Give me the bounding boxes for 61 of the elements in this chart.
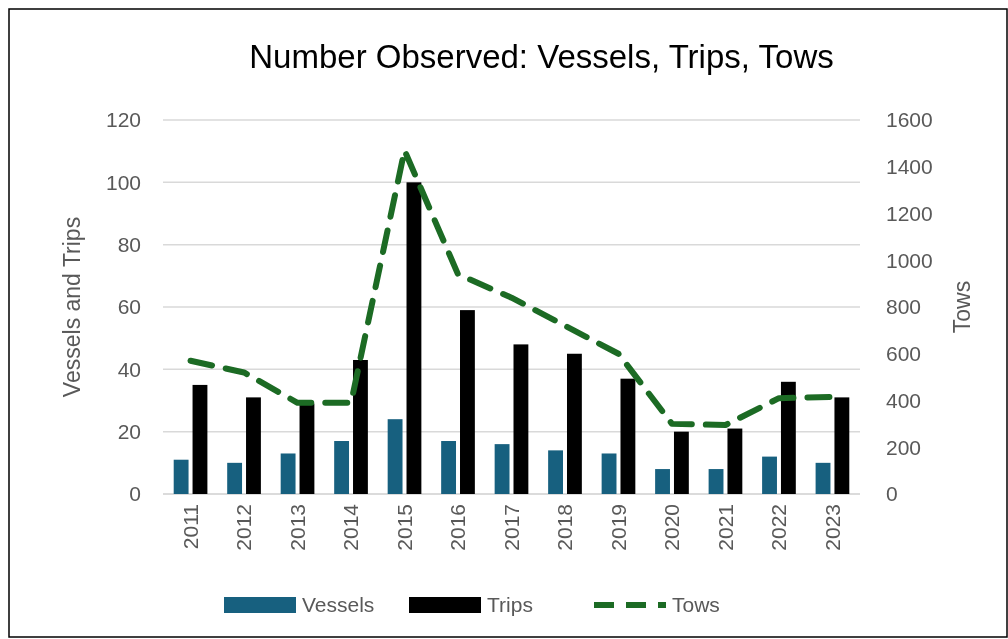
y2-axis-title: Tows <box>949 280 975 334</box>
x-tick-label: 2012 <box>232 504 256 551</box>
bar <box>673 431 689 494</box>
y-tick-label: 120 <box>105 108 141 132</box>
y2-tick-label: 200 <box>886 435 922 459</box>
x-tick-label: 2011 <box>178 504 202 550</box>
bar <box>620 378 636 494</box>
bar <box>513 344 529 494</box>
y-axis-title: Vessels and Trips <box>59 216 85 398</box>
y2-tick-label: 1600 <box>886 108 933 132</box>
y2-tick-label: 1400 <box>886 155 933 179</box>
x-tick-label: 2015 <box>392 504 416 551</box>
bar <box>227 462 243 494</box>
x-tick-label: 2018 <box>553 504 577 551</box>
bar <box>762 456 777 494</box>
bar <box>192 384 208 494</box>
y2-tick-label: 0 <box>886 482 898 506</box>
x-tick-label: 2020 <box>660 504 684 551</box>
legend-label: Trips <box>487 593 533 616</box>
bar <box>334 441 350 494</box>
y2-tick-label: 600 <box>886 342 922 366</box>
y2-tick-label: 800 <box>886 295 922 319</box>
bar <box>353 359 368 494</box>
bar <box>299 403 315 494</box>
x-tick-label: 2023 <box>820 504 844 551</box>
bar <box>460 310 475 494</box>
y-tick-label: 100 <box>105 170 141 194</box>
bar <box>727 428 743 494</box>
bar <box>441 441 457 494</box>
bar <box>566 353 582 494</box>
y-tick-label: 20 <box>117 420 141 444</box>
bar <box>780 381 796 494</box>
y2-tick-label: 1000 <box>886 248 933 272</box>
legend-label: Tows <box>672 593 720 616</box>
y-tick-label: 0 <box>129 482 141 506</box>
bar <box>387 419 403 494</box>
y-tick-label: 60 <box>117 295 141 319</box>
bar <box>548 450 563 494</box>
bar <box>834 397 850 494</box>
x-tick-label: 2021 <box>713 504 737 551</box>
x-tick-label: 2013 <box>285 504 309 551</box>
bar <box>173 459 189 494</box>
chart-title: Number Observed: Vessels, Trips, Tows <box>249 38 834 75</box>
legend-label: Vessels <box>302 593 375 616</box>
bar <box>280 453 296 494</box>
x-tick-label: 2019 <box>606 504 630 551</box>
bar <box>494 444 510 494</box>
x-tick-label: 2017 <box>499 504 523 551</box>
bar <box>655 469 670 494</box>
y2-tick-label: 1200 <box>886 201 933 225</box>
x-tick-label: 2016 <box>446 504 470 551</box>
x-tick-label: 2022 <box>767 504 791 551</box>
y-tick-label: 40 <box>117 357 141 381</box>
y-tick-label: 80 <box>117 233 141 257</box>
bar <box>601 453 617 494</box>
y2-tick-label: 400 <box>886 388 922 412</box>
x-tick-label: 2014 <box>339 503 363 551</box>
bar <box>406 182 422 494</box>
bar <box>815 462 831 494</box>
bar <box>246 397 261 494</box>
bar <box>708 469 724 494</box>
